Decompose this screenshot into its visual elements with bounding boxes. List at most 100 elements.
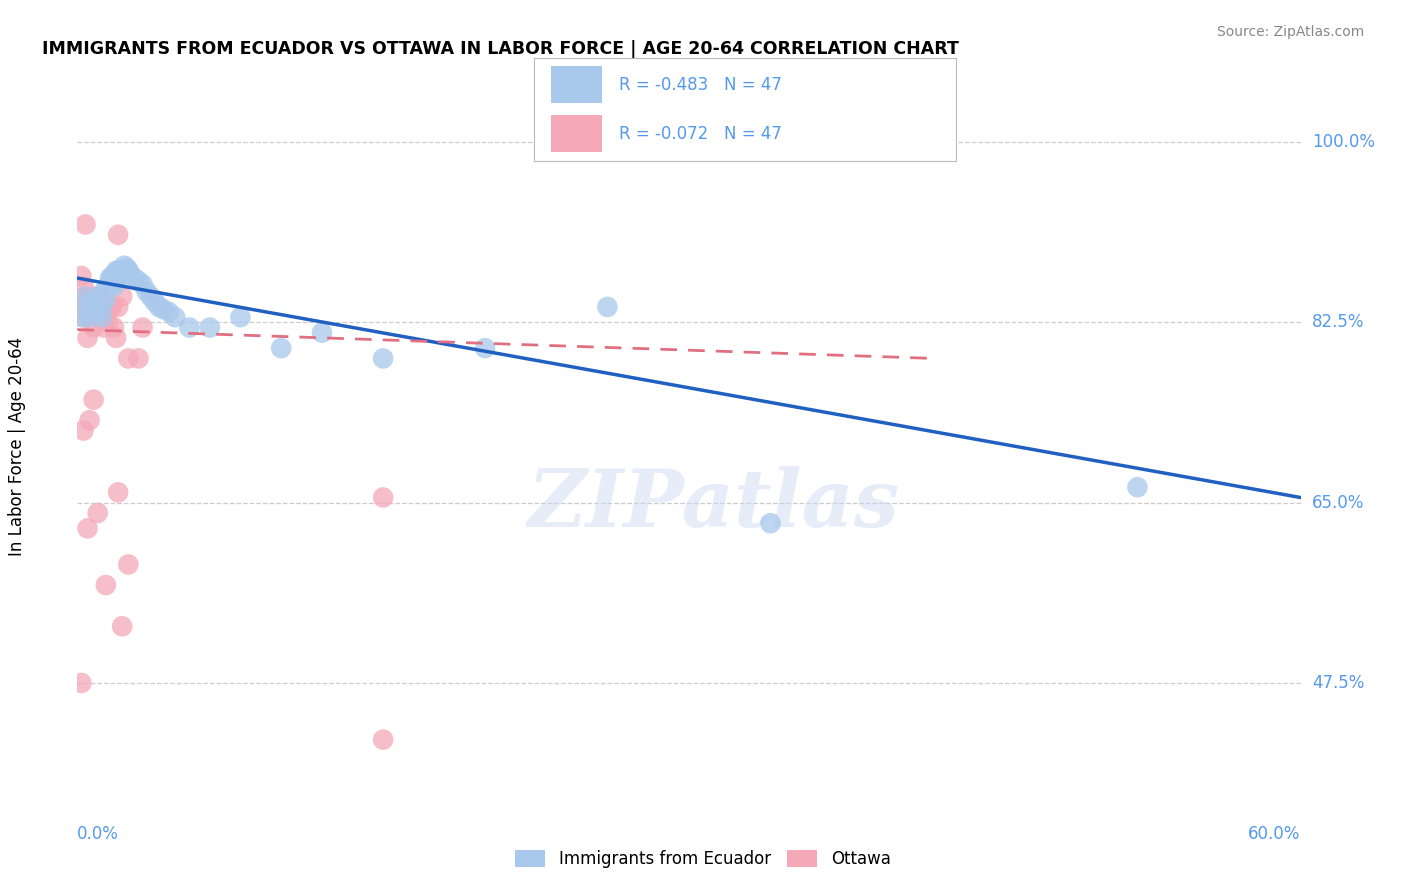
Text: In Labor Force | Age 20-64: In Labor Force | Age 20-64	[8, 336, 25, 556]
Point	[79, 413, 101, 427]
Point	[83, 300, 105, 314]
Point	[75, 218, 97, 232]
Legend: Immigrants from Ecuador, Ottawa: Immigrants from Ecuador, Ottawa	[509, 843, 897, 875]
Point	[107, 264, 129, 278]
Point	[131, 277, 153, 292]
Point	[127, 351, 149, 366]
Point	[87, 290, 110, 304]
Point	[101, 300, 124, 314]
Point	[105, 264, 128, 278]
Point	[97, 315, 120, 329]
Point	[72, 279, 94, 293]
Point	[80, 294, 103, 309]
Point	[70, 300, 93, 314]
Point	[112, 259, 135, 273]
Point	[1126, 480, 1149, 494]
Point	[120, 267, 142, 281]
Text: IMMIGRANTS FROM ECUADOR VS OTTAWA IN LABOR FORCE | AGE 20-64 CORRELATION CHART: IMMIGRANTS FROM ECUADOR VS OTTAWA IN LAB…	[42, 40, 959, 58]
Point	[103, 274, 125, 288]
Point	[111, 290, 134, 304]
Point	[107, 485, 129, 500]
Text: 65.0%: 65.0%	[1312, 493, 1364, 512]
Point	[124, 271, 146, 285]
Point	[83, 305, 105, 319]
Point	[90, 300, 112, 314]
Point	[98, 271, 121, 285]
Point	[135, 285, 157, 299]
Point	[148, 300, 170, 314]
Point	[107, 227, 129, 242]
Point	[87, 506, 110, 520]
Point	[101, 268, 124, 283]
Point	[72, 424, 94, 438]
Point	[94, 578, 117, 592]
Point	[79, 310, 101, 325]
Point	[89, 294, 111, 309]
Point	[179, 320, 201, 334]
Point	[152, 301, 174, 316]
FancyBboxPatch shape	[551, 66, 602, 103]
Point	[371, 351, 394, 366]
Point	[117, 558, 139, 572]
Point	[87, 300, 110, 314]
Text: 0.0%: 0.0%	[77, 825, 120, 843]
Text: R = -0.072   N = 47: R = -0.072 N = 47	[619, 125, 782, 143]
Point	[131, 320, 153, 334]
Point	[117, 263, 139, 277]
Point	[103, 279, 125, 293]
Point	[80, 290, 103, 304]
Point	[79, 305, 101, 319]
Point	[94, 292, 117, 306]
Point	[105, 331, 128, 345]
Point	[76, 294, 98, 309]
Text: Source: ZipAtlas.com: Source: ZipAtlas.com	[1216, 25, 1364, 39]
Point	[83, 300, 105, 314]
Point	[83, 320, 105, 334]
Point	[70, 676, 93, 690]
Text: ZIPatlas: ZIPatlas	[527, 466, 900, 543]
Point	[93, 285, 115, 299]
Point	[93, 320, 115, 334]
Point	[84, 294, 107, 309]
Point	[87, 305, 110, 319]
Text: 82.5%: 82.5%	[1312, 313, 1364, 331]
Point	[127, 274, 149, 288]
Point	[83, 392, 105, 407]
Point	[94, 305, 117, 319]
Point	[474, 341, 496, 355]
Point	[143, 294, 166, 309]
Point	[76, 300, 98, 314]
Point	[89, 305, 111, 319]
Text: 47.5%: 47.5%	[1312, 674, 1364, 692]
Point	[107, 300, 129, 314]
Point	[108, 268, 131, 283]
Point	[90, 300, 112, 314]
Point	[371, 732, 394, 747]
Point	[759, 516, 782, 531]
Point	[87, 290, 110, 304]
Point	[89, 300, 111, 314]
Point	[70, 310, 93, 325]
Point	[70, 268, 93, 283]
Point	[87, 310, 110, 325]
Point	[117, 351, 139, 366]
Point	[75, 290, 97, 304]
Text: R = -0.483   N = 47: R = -0.483 N = 47	[619, 76, 782, 94]
Point	[229, 310, 252, 325]
Point	[90, 294, 112, 309]
Text: 100.0%: 100.0%	[1312, 133, 1375, 151]
Point	[76, 521, 98, 535]
Point	[311, 326, 333, 340]
Text: 60.0%: 60.0%	[1249, 825, 1301, 843]
Point	[596, 300, 619, 314]
Point	[371, 491, 394, 505]
Point	[90, 310, 112, 325]
Point	[75, 290, 97, 304]
FancyBboxPatch shape	[551, 115, 602, 153]
Point	[270, 341, 292, 355]
Point	[157, 305, 180, 319]
Point	[165, 310, 187, 325]
Point	[198, 320, 221, 334]
Point	[139, 290, 162, 304]
Point	[72, 310, 94, 325]
